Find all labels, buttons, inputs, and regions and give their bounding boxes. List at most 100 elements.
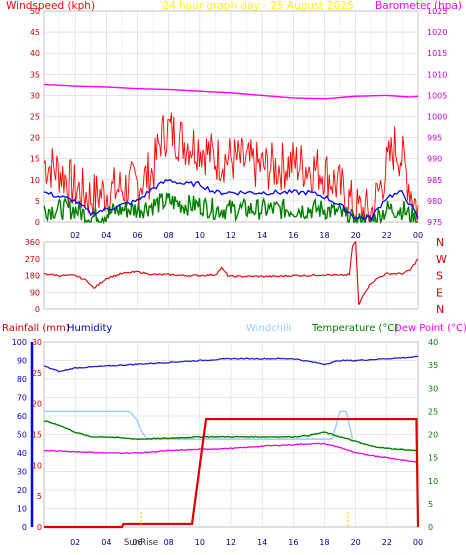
barometer-tick-label: 1025 (427, 7, 447, 16)
temp-x-tick-label: 20 (351, 538, 361, 547)
temp-x-tick-label: 06 (132, 538, 142, 547)
rainfall-tick-label: 20 (32, 400, 42, 409)
windspeed-tick-label: 25 (30, 113, 40, 122)
rainfall-tick-label: 30 (32, 338, 42, 347)
humidity-tick-label: 10 (17, 505, 27, 514)
temperature-tick-label: 35 (428, 361, 438, 370)
rainfall-tick-labels: 0 5 10 15 20 25 30 (32, 338, 42, 532)
windspeed-tick-label: 35 (30, 70, 40, 79)
humidity-tick-label: 80 (17, 375, 27, 384)
humidity-line (43, 355, 419, 373)
temp-series (43, 355, 420, 529)
temp-rain-humidity-panel: 0 10 20 30 40 50 60 70 80 90 100 0 5 10 15 20 25 30 0 5 10… (12, 338, 438, 548)
windchill-axis-title: Windchill (246, 323, 291, 334)
windspeed-tick-label: 40 (30, 49, 40, 58)
temperature-tick-label: 10 (428, 477, 438, 486)
barometer-tick-label: 1020 (427, 28, 447, 37)
direction-degree-label: 360 (25, 238, 40, 247)
windspeed-tick-label: 45 (30, 28, 40, 37)
wind-x-tick-label: 16 (288, 231, 298, 240)
humidity-tick-label: 30 (17, 468, 27, 477)
barometer-tick-label: 980 (427, 197, 442, 206)
dewpoint-axis-title: Dew Point (°C) (394, 323, 466, 334)
temperature-tick-label: 25 (428, 407, 438, 416)
barometer-tick-label: 1015 (427, 49, 447, 58)
temp-x-tick-labels: 02 04 06 08 10 12 14 16 18 20 22 00 (70, 538, 423, 547)
wind-x-tick-label: 04 (101, 231, 111, 240)
temperature-tick-label: 0 (428, 523, 433, 532)
humidity-tick-label: 50 (17, 431, 27, 440)
temp-x-tick-label: 00 (413, 538, 423, 547)
wind-x-tick-label: 22 (382, 231, 392, 240)
temp-x-tick-label: 18 (319, 538, 329, 547)
barometer-tick-label: 990 (427, 155, 442, 164)
humidity-tick-labels: 0 10 20 30 40 50 60 70 80 90 100 (12, 338, 27, 532)
windspeed-axis-title: Windspeed (kph) (6, 0, 95, 12)
humidity-tick-label: 40 (17, 449, 27, 458)
compass-label: W (436, 253, 447, 266)
dewpoint-line (43, 442, 419, 464)
windspeed-tick-label: 15 (30, 155, 40, 164)
chart-title: 24 hour graph day - 25 August 2025 (162, 0, 353, 12)
wind-average-line (43, 178, 419, 222)
humidity-tick-label: 70 (17, 394, 27, 403)
barometer-axis-title: Barometer (hpa) (375, 0, 462, 12)
rainfall-tick-label: 0 (37, 523, 42, 532)
wind-direction-line (43, 240, 419, 306)
windspeed-tick-label: 5 (35, 197, 40, 206)
direction-degree-label: 270 (25, 255, 40, 264)
temp-x-tick-label: 22 (382, 538, 392, 547)
temp-x-tick-label: 14 (257, 538, 267, 547)
rainfall-tick-label: 15 (32, 431, 42, 440)
temperature-tick-label: 40 (428, 338, 438, 347)
barometer-tick-label: 985 (427, 176, 442, 185)
windspeed-tick-label: 10 (30, 176, 40, 185)
temp-gridlines (43, 341, 419, 528)
temp-x-tick-label: 16 (288, 538, 298, 547)
temperature-tick-label: 5 (428, 500, 433, 509)
humidity-tick-label: 60 (17, 412, 27, 421)
temp-x-tick-label: 12 (226, 538, 236, 547)
wind-x-tick-label: 14 (257, 231, 267, 240)
wind-x-tick-label: 18 (319, 231, 329, 240)
barometer-tick-label: 975 (427, 218, 442, 227)
temp-x-tick-label: 08 (164, 538, 174, 547)
windspeed-tick-label: 0 (35, 218, 40, 227)
rainfall-tick-label: 5 (37, 492, 42, 501)
direction-degree-label: 180 (25, 272, 40, 281)
humidity-tick-label: 90 (17, 357, 27, 366)
temp-x-tick-label: 10 (195, 538, 205, 547)
compass-label: N (436, 303, 444, 316)
wind-x-tick-labels: 02 04 06 08 10 12 14 16 18 20 22 00 (70, 231, 423, 240)
temperature-tick-label: 30 (428, 384, 438, 393)
temperature-tick-label: 20 (428, 431, 438, 440)
barometer-tick-label: 1005 (427, 91, 447, 100)
wind-x-tick-label: 10 (195, 231, 205, 240)
humidity-tick-label: 20 (17, 486, 27, 495)
compass-label: S (436, 270, 443, 283)
barometer-tick-label: 1010 (427, 70, 447, 79)
direction-degree-label: 0 (35, 305, 40, 314)
rainfall-tick-label: 10 (32, 461, 42, 470)
barometer-tick-label: 995 (427, 134, 442, 143)
barometer-tick-label: 1000 (427, 113, 447, 122)
windspeed-tick-label: 30 (30, 91, 40, 100)
humidity-axis-title: Humidity (67, 323, 112, 334)
rainfall-line (44, 417, 420, 529)
compass-label: N (436, 236, 444, 249)
wind-x-tick-label: 02 (70, 231, 80, 240)
wind-x-tick-label: 12 (226, 231, 236, 240)
temperature-tick-labels: 0 5 10 15 20 25 30 35 40 (428, 338, 438, 532)
barometer-line (43, 83, 419, 100)
compass-label: E (436, 286, 443, 299)
temp-x-tick-label: 04 (101, 538, 111, 547)
barometer-tick-labels: 975 980 985 990 995 1000 1005 1010 1015 1020 1025 (427, 7, 447, 227)
rainfall-axis-title: Rainfall (mm) (2, 323, 70, 334)
temperature-axis-title: Temperature (°C) (311, 323, 398, 334)
windchill-line (44, 410, 354, 440)
wind-x-tick-label: 20 (351, 231, 361, 240)
